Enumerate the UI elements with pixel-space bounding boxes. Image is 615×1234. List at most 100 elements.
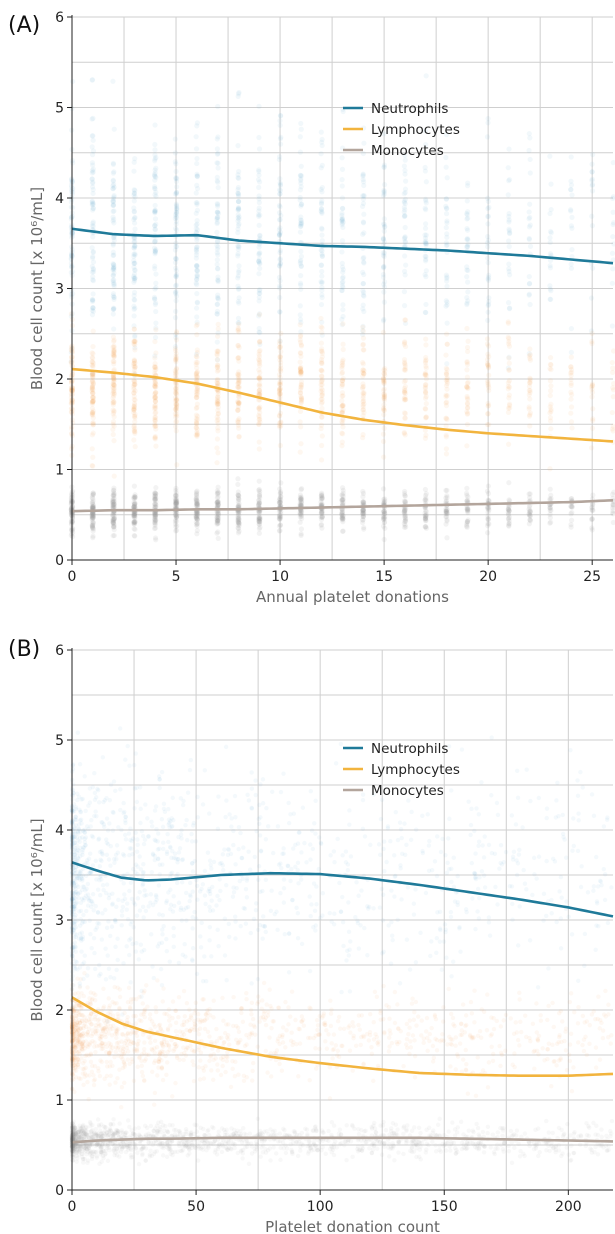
scatter-point xyxy=(159,769,165,775)
y-tick-label: 4 xyxy=(55,191,64,207)
scatter-point xyxy=(407,967,413,972)
scatter-point xyxy=(423,336,429,342)
scatter-point xyxy=(153,221,159,227)
scatter-point xyxy=(277,217,283,223)
scatter-point xyxy=(381,189,387,196)
scatter-point xyxy=(473,926,478,932)
scatter-point xyxy=(276,274,283,280)
scatter-point xyxy=(298,184,304,190)
scatter-point xyxy=(195,897,200,902)
scatter-point xyxy=(214,377,220,383)
scatter-point xyxy=(410,1033,416,1038)
scatter-point xyxy=(110,262,117,268)
scatter-point xyxy=(609,359,615,366)
scatter-point xyxy=(172,225,179,232)
scatter-point xyxy=(93,809,98,814)
scatter-point xyxy=(141,915,146,920)
scatter-point xyxy=(257,233,263,239)
scatter-point xyxy=(110,186,116,192)
scatter-point xyxy=(215,150,221,156)
scatter-point xyxy=(153,320,159,326)
scatter-point xyxy=(444,242,450,248)
scatter-point xyxy=(83,893,89,898)
scatter-point xyxy=(117,987,123,992)
scatter-point xyxy=(465,215,471,221)
scatter-point xyxy=(190,823,196,828)
scatter-point xyxy=(547,265,554,271)
scatter-point xyxy=(152,208,158,214)
scatter-point xyxy=(240,876,246,882)
scatter-point xyxy=(464,401,471,407)
scatter-point xyxy=(92,790,98,796)
scatter-point xyxy=(329,919,334,924)
scatter-point xyxy=(319,332,325,338)
scatter-point xyxy=(173,397,180,403)
scatter-point xyxy=(361,140,367,146)
scatter-point xyxy=(194,365,200,371)
scatter-point xyxy=(381,299,388,305)
scatter-point xyxy=(278,141,284,147)
scatter-point xyxy=(193,210,199,216)
scatter-point xyxy=(111,358,117,365)
scatter-point xyxy=(381,402,387,408)
scatter-point xyxy=(193,200,199,206)
scatter-point xyxy=(152,808,158,813)
scatter-point xyxy=(231,828,236,834)
scatter-point xyxy=(260,777,266,782)
scatter-point xyxy=(318,151,324,157)
scatter-point xyxy=(585,890,591,895)
scatter-point xyxy=(77,762,83,767)
scatter-point xyxy=(297,149,304,155)
scatter-point xyxy=(340,108,346,115)
scatter-point xyxy=(90,207,96,213)
scatter-point xyxy=(176,994,182,1000)
scatter-point xyxy=(215,416,221,422)
scatter-point xyxy=(174,411,180,417)
scatter-point xyxy=(152,223,158,229)
scatter-point xyxy=(420,850,426,856)
scatter-point xyxy=(339,443,345,449)
scatter-point xyxy=(422,235,429,241)
scatter-point xyxy=(110,293,116,299)
scatter-point xyxy=(89,359,96,365)
scatter-point xyxy=(257,370,263,376)
scatter-point xyxy=(339,283,346,289)
scatter-point xyxy=(277,122,283,128)
scatter-point xyxy=(236,206,242,212)
scatter-point xyxy=(89,307,95,313)
scatter-point xyxy=(132,276,138,282)
scatter-point xyxy=(381,131,387,137)
scatter-point xyxy=(295,935,301,941)
scatter-point xyxy=(464,325,470,332)
scatter-point xyxy=(297,316,304,322)
scatter-point xyxy=(360,347,366,353)
scatter-point xyxy=(559,895,564,900)
scatter-point xyxy=(423,200,429,206)
scatter-point xyxy=(298,180,304,186)
scatter-point xyxy=(111,294,117,300)
scatter-point xyxy=(152,167,158,173)
scatter-point xyxy=(106,919,111,924)
scatter-point xyxy=(215,394,221,400)
scatter-point xyxy=(68,311,74,317)
scatter-point xyxy=(397,820,403,825)
scatter-point xyxy=(444,231,450,237)
scatter-point xyxy=(339,155,345,161)
scatter-point xyxy=(215,165,221,171)
scatter-point xyxy=(609,426,615,432)
scatter-point xyxy=(526,131,532,137)
scatter-point xyxy=(256,244,262,250)
scatter-point xyxy=(520,825,525,830)
scatter-point xyxy=(174,184,180,190)
scatter-point xyxy=(458,949,463,954)
scatter-point xyxy=(276,156,282,163)
scatter-point xyxy=(194,394,200,400)
scatter-point xyxy=(107,892,112,898)
scatter-point xyxy=(90,398,96,405)
scatter-point xyxy=(236,198,242,205)
scatter-point xyxy=(110,400,116,406)
scatter-point xyxy=(547,486,553,492)
scatter-point xyxy=(214,220,220,227)
scatter-point xyxy=(152,410,158,416)
